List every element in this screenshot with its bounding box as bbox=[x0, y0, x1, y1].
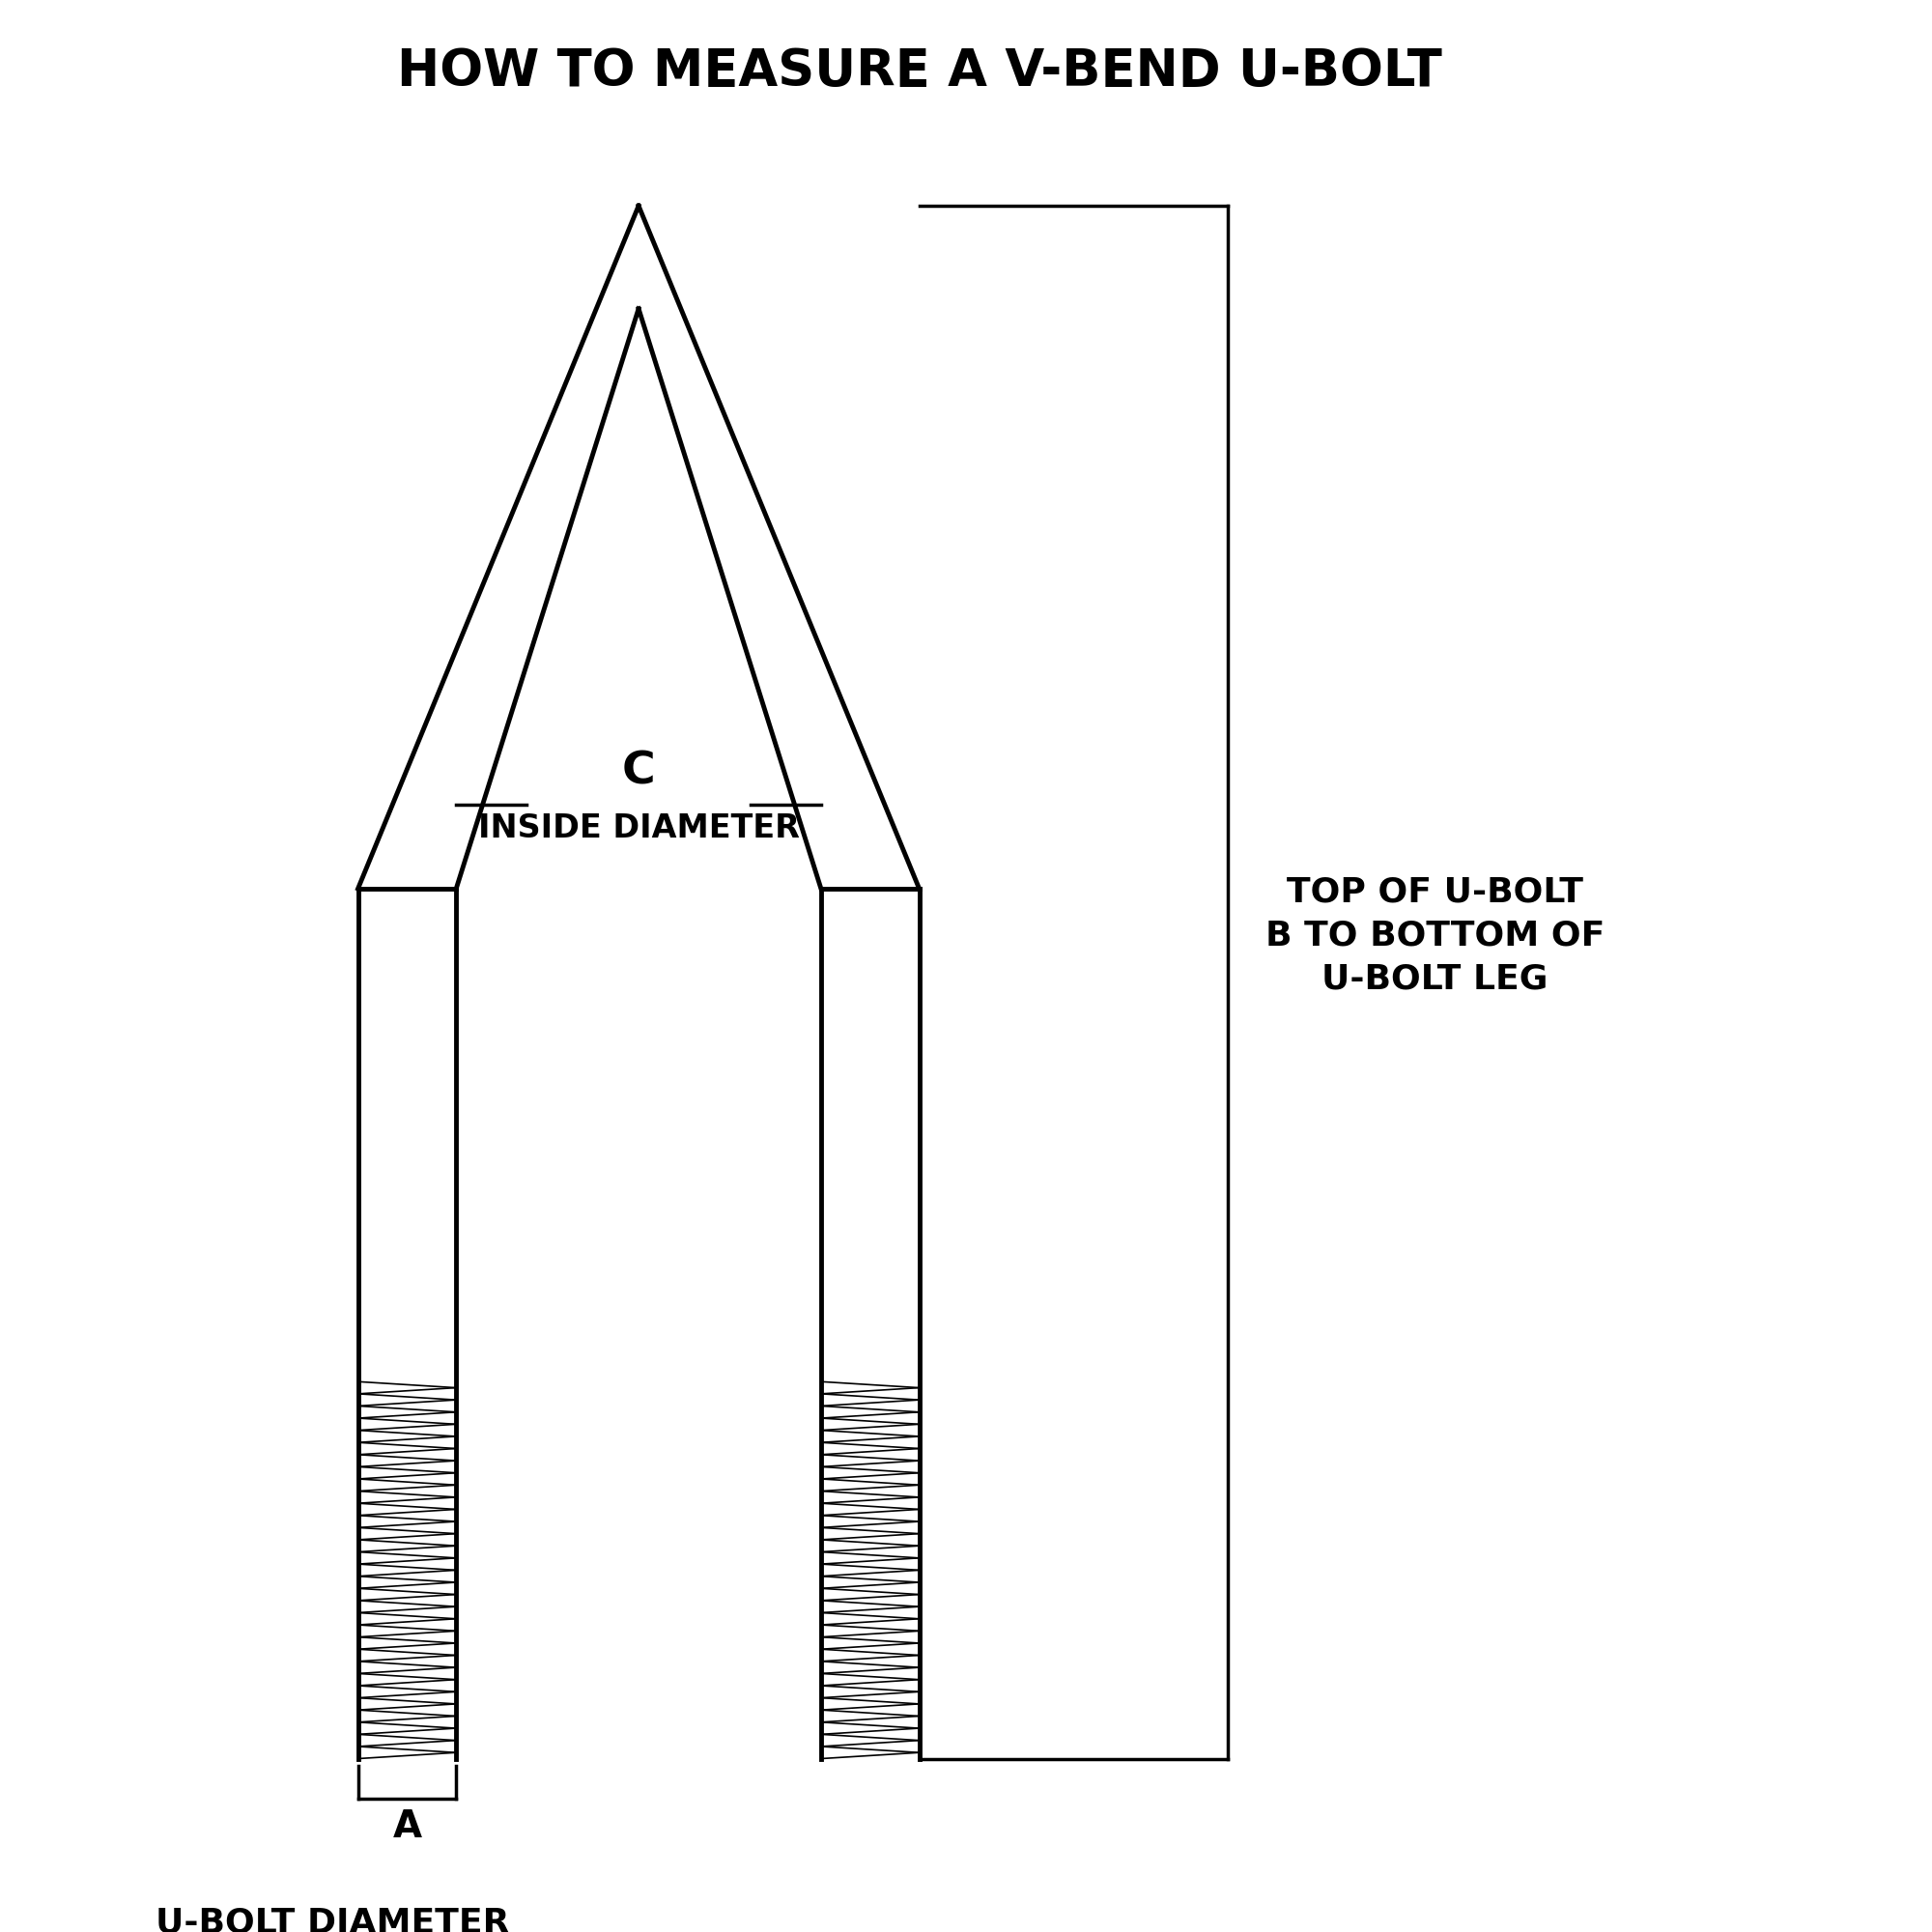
Text: HOW TO MEASURE A V-BEND U-BOLT: HOW TO MEASURE A V-BEND U-BOLT bbox=[396, 46, 1441, 97]
Text: INSIDE DIAMETER: INSIDE DIAMETER bbox=[477, 811, 800, 844]
Text: TOP OF U-BOLT
B TO BOTTOM OF
U-BOLT LEG: TOP OF U-BOLT B TO BOTTOM OF U-BOLT LEG bbox=[1265, 875, 1605, 995]
Text: A: A bbox=[392, 1808, 421, 1845]
Text: U-BOLT DIAMETER: U-BOLT DIAMETER bbox=[155, 1907, 510, 1932]
Text: C: C bbox=[622, 750, 655, 794]
